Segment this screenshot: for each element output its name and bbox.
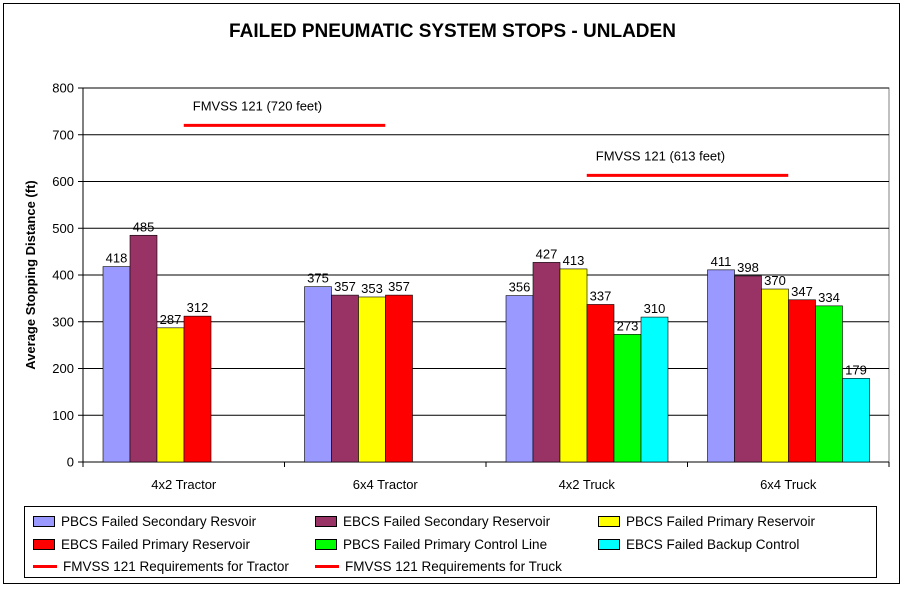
data-label: 375 — [307, 271, 329, 286]
legend-swatch — [315, 538, 337, 550]
data-label: 179 — [845, 362, 867, 377]
bar — [102, 266, 131, 463]
legend-label: EBCS Failed Secondary Reservoir — [343, 513, 551, 529]
y-tick-label: 700 — [52, 127, 74, 142]
y-tick-label: 600 — [52, 174, 74, 189]
data-label: 353 — [361, 281, 383, 296]
y-tick-label: 800 — [52, 81, 74, 96]
legend-item: FMVSS 121 Requirements for Tractor — [33, 556, 289, 576]
bar — [734, 275, 762, 463]
legend-item: EBCS Failed Backup Control — [598, 534, 799, 554]
data-label: 485 — [133, 219, 155, 234]
data-label: 356 — [509, 280, 531, 295]
y-tick-label: 200 — [52, 361, 74, 376]
data-label: 418 — [106, 251, 128, 266]
data-label: 357 — [334, 279, 356, 294]
legend-line-marker — [315, 564, 339, 568]
data-label: 411 — [711, 254, 732, 269]
legend-item: PBCS Failed Primary Control Line — [315, 534, 547, 554]
bar — [842, 378, 870, 463]
data-label: 413 — [563, 253, 585, 268]
bar — [505, 295, 534, 463]
bar — [129, 234, 158, 463]
bar — [358, 296, 386, 463]
data-label: 334 — [818, 290, 840, 305]
data-label: 287 — [160, 312, 182, 327]
y-tick-label: 100 — [52, 408, 74, 423]
bar — [788, 299, 816, 463]
data-label: 312 — [187, 300, 209, 315]
legend-item: PBCS Failed Primary Reservoir — [598, 511, 815, 531]
bar — [532, 262, 561, 463]
data-label: 370 — [764, 273, 786, 288]
data-label: 357 — [388, 279, 410, 294]
legend-label: PBCS Failed Primary Control Line — [343, 536, 548, 552]
bar — [304, 286, 332, 463]
bar — [385, 294, 413, 463]
data-label: 347 — [791, 284, 813, 299]
x-tick-label: 6x4 Truck — [760, 477, 817, 492]
y-tick-label: 400 — [52, 268, 74, 283]
legend-line-marker — [33, 564, 57, 568]
legend-swatch — [33, 515, 55, 527]
legend-label: PBCS Failed Primary Reservoir — [626, 513, 816, 529]
y-tick-label: 0 — [67, 455, 74, 470]
data-label: 398 — [737, 260, 759, 275]
bar — [761, 288, 789, 463]
legend-swatch — [598, 538, 620, 550]
requirement-annotation: FMVSS 121 (720 feet) — [193, 98, 322, 113]
legend: PBCS Failed Secondary Resvoir EBCS Failed… — [24, 506, 877, 578]
data-label: 427 — [536, 246, 558, 261]
bar — [559, 268, 588, 463]
data-label: 273 — [617, 318, 639, 333]
chart-title: FAILED PNEUMATIC SYSTEM STOPS - UNLADEN — [229, 21, 676, 42]
legend-label: PBCS Failed Secondary Resvoir — [61, 513, 257, 529]
chart-plot: 0 100 200 300 400 500 600 700 800 4x2 Tractor 6x4 … — [23, 81, 890, 492]
legend-item: FMVSS 121 Requirements for Truck — [315, 556, 562, 576]
bar — [183, 315, 212, 463]
bar — [586, 304, 615, 463]
y-tick-label: 300 — [52, 314, 74, 329]
legend-item: EBCS Failed Secondary Reservoir — [315, 511, 550, 531]
bar — [707, 269, 735, 463]
bar — [156, 327, 185, 463]
data-label: 337 — [590, 288, 612, 303]
legend-swatch — [315, 515, 337, 527]
legend-label: EBCS Failed Primary Reservoir — [61, 536, 251, 552]
legend-item: PBCS Failed Secondary Resvoir — [33, 511, 256, 531]
x-tick-label: 4x2 Tractor — [151, 477, 217, 492]
legend-swatch — [598, 515, 620, 527]
data-label: 310 — [644, 301, 666, 316]
legend-label: FMVSS 121 Requirements for Tractor — [63, 558, 289, 574]
legend-label: EBCS Failed Backup Control — [626, 536, 800, 552]
bar — [331, 294, 359, 463]
y-axis-label: Average Stopping Distance (ft) — [23, 180, 38, 369]
x-tick-label: 6x4 Tractor — [353, 477, 419, 492]
bar — [613, 334, 642, 463]
legend-label: FMVSS 121 Requirements for Truck — [345, 558, 562, 574]
legend-swatch — [33, 538, 55, 550]
x-tick-label: 4x2 Truck — [559, 477, 616, 492]
bar — [815, 305, 843, 463]
requirement-annotation: FMVSS 121 (613 feet) — [596, 148, 725, 163]
bar — [640, 316, 669, 463]
legend-item: EBCS Failed Primary Reservoir — [33, 534, 250, 554]
y-tick-label: 500 — [52, 221, 74, 236]
